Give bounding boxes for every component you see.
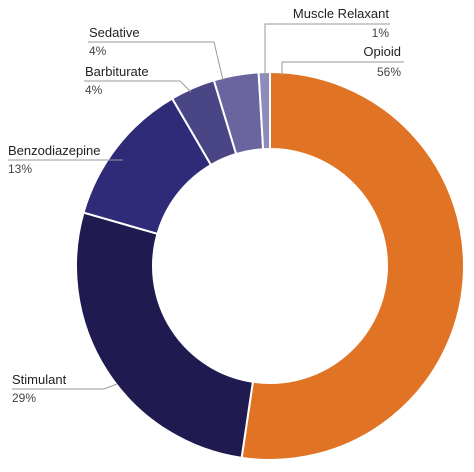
leader-line-barbiturate [84,80,192,93]
leader-line-opioid [281,61,404,76]
slice-value-opioid: 56% [377,65,401,79]
slice-opioid [240,70,465,461]
slice-label-opioid: Opioid [363,44,401,59]
slice-label-sedative: Sedative [89,25,140,40]
leader-line-muscle-relaxant [264,23,390,78]
slice-value-sedative: 4% [89,44,107,58]
slice-label-benzodiazepine: Benzodiazepine [8,143,101,158]
slice-muscle-relaxant [257,70,271,151]
labels-group: Opioid 56% Muscle Relaxant 1% Sedative 4… [8,6,401,405]
slice-label-stimulant: Stimulant [12,372,67,387]
slice-value-benzodiazepine: 13% [8,162,32,176]
leader-line-sedative [88,41,224,81]
leader-line-stimulant [12,383,118,390]
leader-lines-group [8,23,404,390]
slice-label-barbiturate: Barbiturate [85,64,149,79]
slices-group [75,70,465,461]
slice-label-muscle-relaxant: Muscle Relaxant [293,6,389,21]
slice-value-stimulant: 29% [12,391,36,405]
slice-value-muscle-relaxant: 1% [372,26,390,40]
slice-value-barbiturate: 4% [85,83,103,97]
slice-stimulant [75,211,255,460]
